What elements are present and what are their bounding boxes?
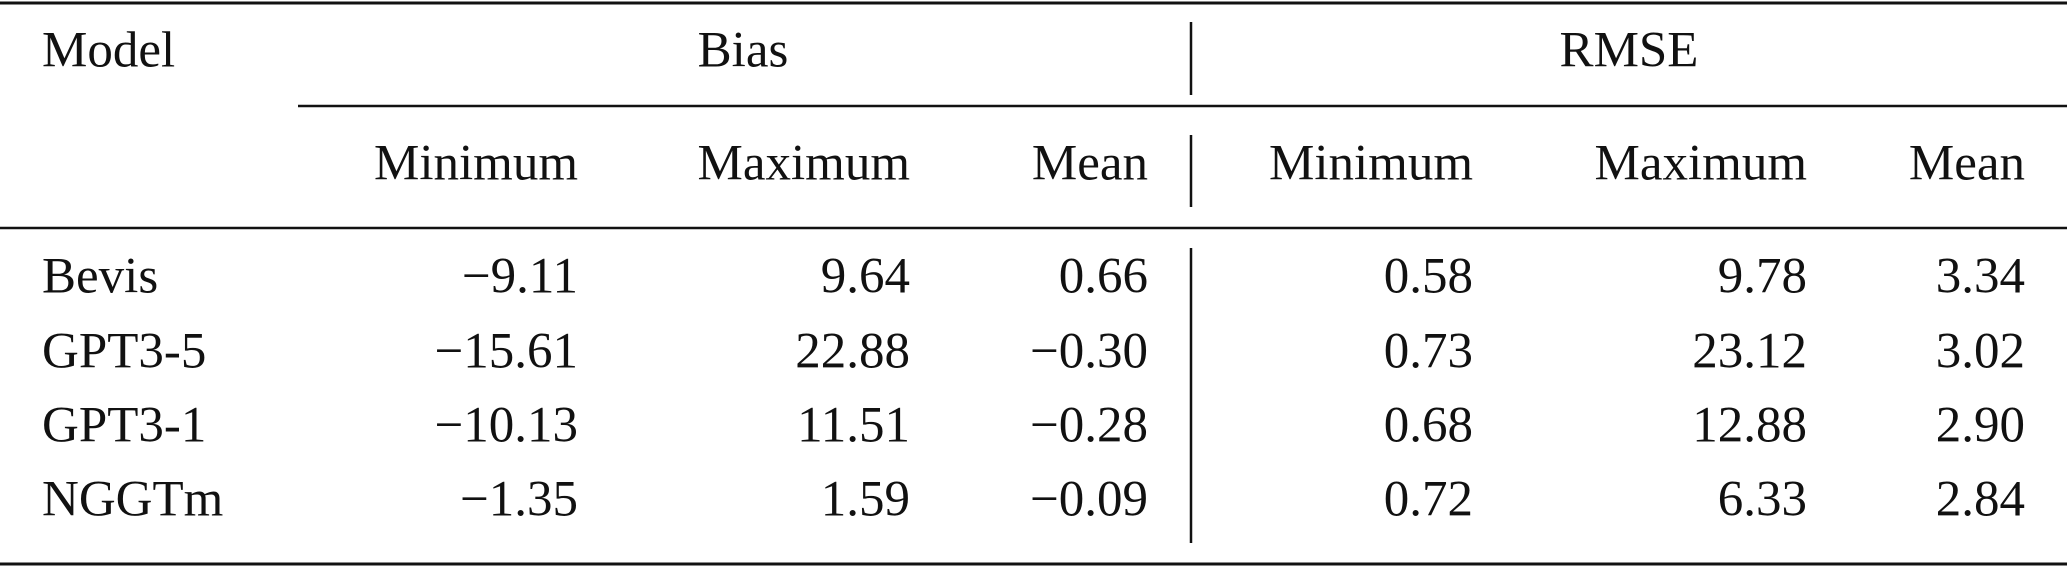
cell-value: 0.73 (1384, 324, 1473, 380)
cell-value: −1.35 (460, 472, 578, 528)
cell-value: −15.61 (434, 324, 578, 380)
cell-value: 12.88 (1692, 398, 1807, 454)
column-header: Maximum (1595, 136, 1808, 192)
group-header: Bias (698, 23, 789, 79)
cell-value: 0.58 (1384, 249, 1473, 305)
model-name: NGGTm (42, 472, 223, 528)
cell-value: 0.72 (1384, 472, 1473, 528)
column-header: Mean (1032, 136, 1148, 192)
column-header: Mean (1909, 136, 2025, 192)
cell-value: 2.84 (1936, 472, 2025, 528)
cell-value: 9.64 (821, 249, 910, 305)
model-name: Bevis (42, 249, 158, 305)
cell-value: 3.02 (1936, 324, 2025, 380)
model-header: Model (42, 23, 175, 79)
column-header: Minimum (1269, 136, 1473, 192)
cell-value: 11.51 (797, 398, 910, 454)
cell-value: 0.66 (1059, 249, 1148, 305)
cell-value: −0.09 (1030, 472, 1148, 528)
cell-value: 9.78 (1718, 249, 1807, 305)
cell-value: −0.28 (1030, 398, 1148, 454)
model-name: GPT3-1 (42, 398, 206, 454)
cell-value: −9.11 (462, 249, 578, 305)
cell-value: −0.30 (1030, 324, 1148, 380)
column-header: Minimum (374, 136, 578, 192)
cell-value: 2.90 (1936, 398, 2025, 454)
group-header: RMSE (1560, 23, 1699, 79)
cell-value: 22.88 (795, 324, 910, 380)
model-name: GPT3-5 (42, 324, 206, 380)
cell-value: 23.12 (1692, 324, 1807, 380)
cell-value: 1.59 (821, 472, 910, 528)
cell-value: 0.68 (1384, 398, 1473, 454)
cell-value: −10.13 (434, 398, 578, 454)
cell-value: 3.34 (1936, 249, 2025, 305)
cell-value: 6.33 (1718, 472, 1807, 528)
column-header: Maximum (698, 136, 911, 192)
